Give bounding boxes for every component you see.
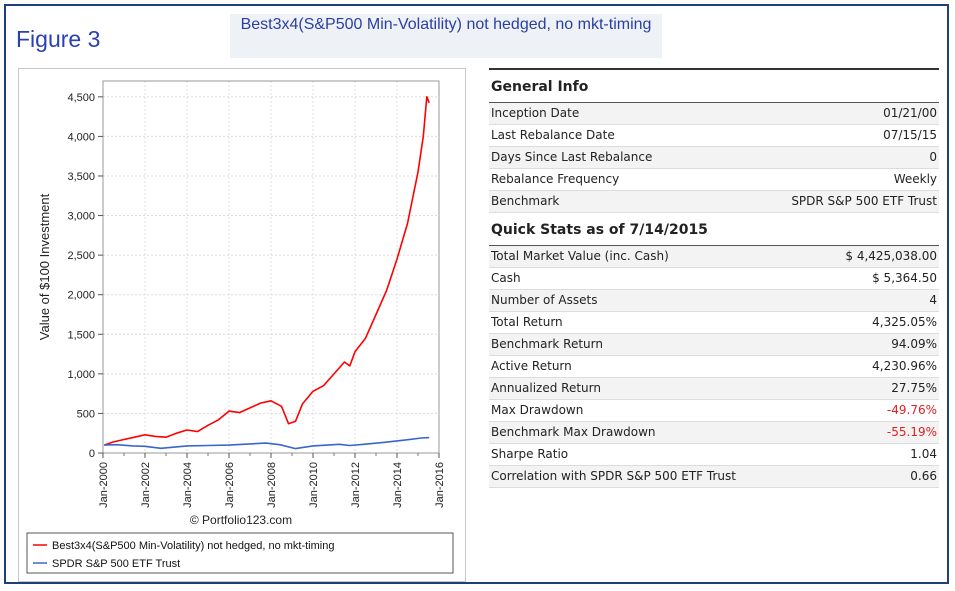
quick-stats-row: Benchmark Max Drawdown -55.19% [489, 422, 939, 444]
general-info-row: Inception Date 01/21/00 [489, 103, 939, 125]
quick-stats-row: Cash $ 5,364.50 [489, 268, 939, 290]
quick-stats-row-label: Max Drawdown [491, 403, 584, 417]
quick-stats-row-label: Annualized Return [491, 381, 601, 395]
general-info-heading: General Info [489, 68, 939, 103]
series-lines [103, 96, 430, 450]
performance-chart: 0 500 1,000 1,500 2,000 2,500 3,000 3,500 4,000 4… [26, 80, 454, 574]
quick-stats-row-value: -49.76% [886, 403, 937, 417]
y-tick-label: 4,500 [67, 92, 95, 104]
figure-label: Figure 3 [16, 26, 101, 52]
quick-stats-row-value: -55.19% [886, 425, 937, 439]
legend-item-strategy: Best3x4(S&P500 Min-Volatility) not hedge… [52, 540, 334, 552]
legend-item-benchmark: SPDR S&P 500 ETF Trust [52, 558, 180, 570]
strategy-series-line [103, 96, 430, 446]
quick-stats-heading: Quick Stats as of 7/14/2015 [489, 213, 939, 246]
y-tick-label: 4,000 [67, 131, 95, 143]
general-info-row: Rebalance Frequency Weekly [489, 169, 939, 191]
y-axis-label: Value of $100 Investment [37, 193, 52, 340]
quick-stats-row-label: Total Return [491, 315, 563, 329]
quick-stats-row: Active Return 4,230.96% [489, 356, 939, 378]
y-axis: 0 500 1,000 1,500 2,000 2,500 3,000 3,500 4,000 4… [67, 92, 103, 460]
y-tick-label: 2,500 [67, 250, 95, 262]
quick-stats-row-value: 1.04 [910, 447, 937, 461]
x-axis: Jan-2000 Jan-2002 Jan-2004 Jan-2006 Jan-2008… [98, 453, 446, 508]
general-info-row-value: Weekly [893, 172, 937, 186]
quick-stats-row: Correlation with SPDR S&P 500 ETF Trust 0… [489, 466, 939, 488]
quick-stats-row-value: $ 5,364.50 [872, 271, 937, 285]
quick-stats-row-label: Correlation with SPDR S&P 500 ETF Trust [491, 469, 736, 483]
figure-title: Best3x4(S&P500 Min-Volatility) not hedge… [230, 14, 662, 58]
x-tick-label: Jan-2008 [266, 462, 278, 508]
general-info-row-value: 0 [929, 150, 937, 164]
quick-stats-row-label: Cash [491, 271, 521, 285]
x-tick-label: Jan-2016 [434, 462, 446, 508]
quick-stats-row: Benchmark Return 94.09% [489, 334, 939, 356]
general-info-row-label: Last Rebalance Date [491, 128, 615, 142]
x-tick-label: Jan-2010 [308, 462, 320, 508]
quick-stats-row-label: Total Market Value (inc. Cash) [491, 249, 669, 263]
quick-stats-row-value: 94.09% [891, 337, 937, 351]
y-tick-label: 1,500 [67, 329, 95, 341]
watermark: © Portfolio123.com [190, 513, 292, 527]
quick-stats-row-value: 4,325.05% [872, 315, 937, 329]
general-info-row-label: Days Since Last Rebalance [491, 150, 653, 164]
quick-stats-row-value: 4 [929, 293, 937, 307]
x-tick-label: Jan-2004 [182, 462, 194, 508]
general-info-table: Inception Date 01/21/00 Last Rebalance Dat… [489, 103, 939, 213]
general-info-row: Last Rebalance Date 07/15/15 [489, 125, 939, 147]
quick-stats-row: Max Drawdown -49.76% [489, 400, 939, 422]
general-info-row-label: Benchmark [491, 194, 560, 208]
chart-panel: 0 500 1,000 1,500 2,000 2,500 3,000 3,500 4,000 4… [18, 68, 466, 582]
quick-stats-row: Annualized Return 27.75% [489, 378, 939, 400]
y-tick-label: 0 [89, 448, 95, 460]
x-tick-label: Jan-2012 [350, 462, 362, 508]
stats-panel: General Info Inception Date 01/21/00 Last … [489, 68, 939, 488]
quick-stats-row-label: Active Return [491, 359, 572, 373]
general-info-row-label: Inception Date [491, 106, 580, 120]
quick-stats-row: Sharpe Ratio 1.04 [489, 444, 939, 466]
quick-stats-table: Total Market Value (inc. Cash) $ 4,425,03… [489, 246, 939, 488]
quick-stats-row: Number of Assets 4 [489, 290, 939, 312]
general-info-row-value: 01/21/00 [883, 106, 937, 120]
y-tick-label: 2,000 [67, 290, 95, 302]
quick-stats-row-label: Number of Assets [491, 293, 598, 307]
y-tick-label: 3,500 [67, 171, 95, 183]
quick-stats-row: Total Market Value (inc. Cash) $ 4,425,03… [489, 246, 939, 268]
quick-stats-row: Total Return 4,325.05% [489, 312, 939, 334]
legend-box [26, 532, 454, 574]
y-tick-label: 500 [77, 408, 95, 420]
quick-stats-row-value: 4,230.96% [872, 359, 937, 373]
quick-stats-row-label: Sharpe Ratio [491, 447, 569, 461]
general-info-row: Benchmark SPDR S&P 500 ETF Trust [489, 191, 939, 213]
quick-stats-row-value: 0.66 [910, 469, 937, 483]
y-tick-label: 1,000 [67, 369, 95, 381]
y-tick-label: 3,000 [67, 211, 95, 223]
quick-stats-row-label: Benchmark Return [491, 337, 603, 351]
general-info-row-value: 07/15/15 [883, 128, 937, 142]
quick-stats-row-value: 27.75% [891, 381, 937, 395]
general-info-row: Days Since Last Rebalance 0 [489, 147, 939, 169]
quick-stats-row-label: Benchmark Max Drawdown [491, 425, 656, 439]
x-tick-label: Jan-2000 [98, 462, 110, 508]
x-tick-label: Jan-2014 [392, 462, 404, 508]
x-tick-label: Jan-2002 [140, 462, 152, 508]
chart-grid [102, 81, 440, 454]
general-info-row-value: SPDR S&P 500 ETF Trust [791, 194, 937, 208]
x-tick-label: Jan-2006 [224, 462, 236, 508]
general-info-row-label: Rebalance Frequency [491, 172, 620, 186]
benchmark-series-line [104, 436, 430, 450]
quick-stats-row-value: $ 4,425,038.00 [845, 249, 937, 263]
